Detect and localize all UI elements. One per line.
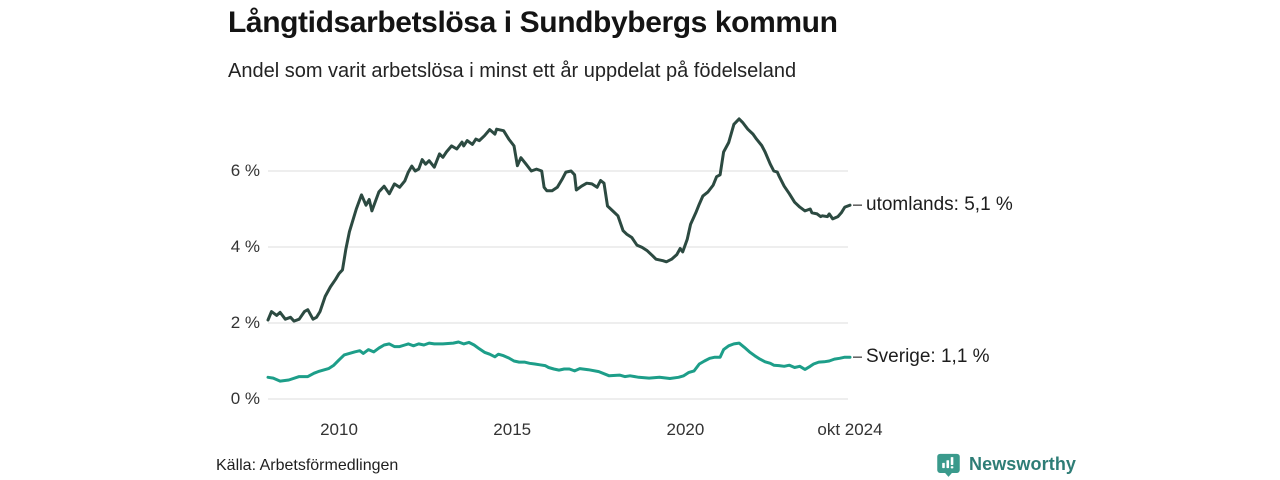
series-end-label-utomlands: utomlands: 5,1 % (866, 194, 1013, 216)
y-tick-label: 4 % (230, 237, 260, 256)
source-note: Källa: Arbetsförmedlingen (216, 457, 399, 474)
x-tick-label: 2020 (666, 420, 705, 439)
y-tick-label: 0 % (230, 389, 260, 408)
series-end-label-Sverige: Sverige: 1,1 % (866, 346, 990, 368)
x-tick-label: okt 2024 (817, 420, 883, 439)
bar-chart-bubble-icon (937, 453, 960, 477)
x-tick-label: 2015 (493, 420, 532, 439)
page-subtitle: Andel som varit arbetslösa i minst ett å… (228, 60, 797, 82)
newsworthy-wordmark: Newsworthy (969, 454, 1077, 474)
page-title: Långtidsarbetslösa i Sundbybergs kommun (228, 6, 838, 39)
series-line-utomlands (266, 117, 852, 323)
series-line-Sverige (266, 340, 852, 383)
y-tick-label: 6 % (230, 161, 260, 180)
y-tick-label: 2 % (230, 313, 260, 332)
newsworthy-logo: Newsworthy (935, 451, 1076, 478)
x-tick-label: 2010 (320, 420, 358, 439)
